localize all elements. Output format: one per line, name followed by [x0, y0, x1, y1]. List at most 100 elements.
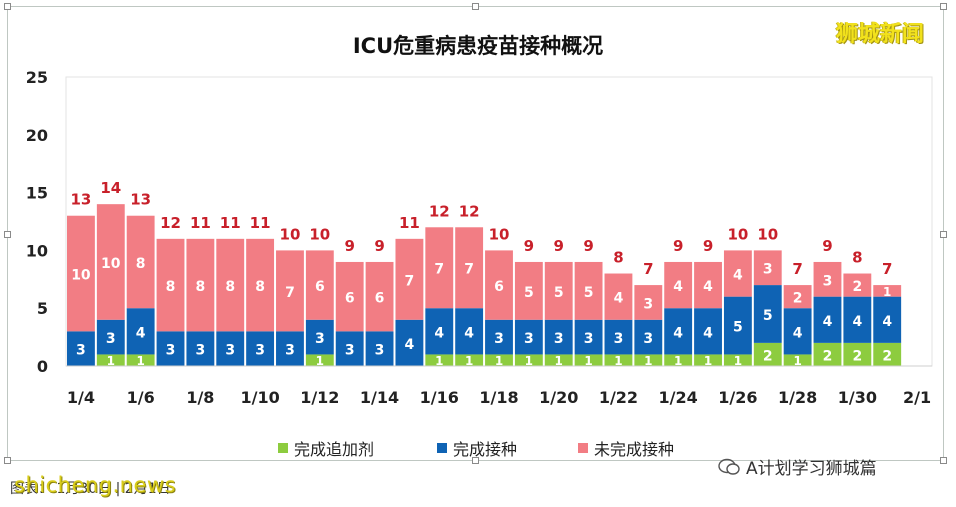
bar-segment-completed: [873, 296, 902, 343]
bar-value-label: 3: [584, 331, 594, 347]
bar-segment-completed: [246, 331, 275, 366]
resize-handle[interactable]: [940, 3, 947, 10]
bar-value-label: 8: [196, 279, 206, 295]
bar-total-label: 9: [374, 237, 384, 255]
x-tick-label: 1/6: [127, 388, 155, 407]
bar-segment-booster: [873, 342, 902, 366]
bar-segment-completed: [485, 319, 513, 355]
bar-value-label: 4: [464, 325, 474, 341]
bar-segment-booster: [455, 354, 484, 366]
brand-logo: 狮城新闻: [836, 22, 925, 47]
x-tick-label: 1/4: [67, 388, 95, 407]
bar-segment-completed: [425, 308, 454, 355]
bar-value-label: 10: [71, 268, 91, 284]
legend: 完成追加剂 完成接种 未完成接种: [0, 436, 956, 459]
resize-handle[interactable]: [4, 3, 11, 10]
resize-handle[interactable]: [940, 231, 947, 238]
bar-value-label: 4: [823, 314, 833, 330]
bar-total-label: 12: [429, 202, 450, 220]
bar-segment-booster: [574, 354, 603, 366]
bar-value-label: 3: [106, 331, 116, 347]
resize-handle[interactable]: [472, 457, 479, 464]
bar-segment-booster: [425, 354, 454, 366]
bar-segment-completed: [276, 331, 304, 366]
x-tick-label: 1/18: [479, 388, 518, 407]
bar-value-label: 5: [733, 320, 743, 336]
bar-segment-completed: [335, 331, 364, 366]
bar-total-label: 10: [757, 225, 778, 243]
bar-segment-not-completed: [634, 285, 663, 320]
bar-total-label: 9: [554, 237, 564, 255]
bar-total-label: 8: [852, 249, 862, 267]
bar-value-label: 7: [285, 285, 295, 301]
bar-total-label: 10: [280, 225, 301, 243]
bar-segment-completed: [813, 296, 842, 343]
bar-segment-not-completed: [783, 285, 812, 309]
x-tick-label: 1/10: [240, 388, 279, 407]
bar-segment-booster: [485, 354, 513, 366]
x-tick-label: 1/16: [420, 388, 459, 407]
bar-value-label: 1: [525, 354, 533, 368]
x-tick-label: 1/20: [539, 388, 578, 407]
bar-value-label: 4: [733, 268, 743, 284]
resize-handle[interactable]: [4, 457, 11, 464]
bar-total-label: 14: [100, 179, 121, 197]
bar-value-label: 4: [614, 291, 624, 307]
bar-value-label: 3: [315, 331, 325, 347]
bar-value-label: 8: [166, 279, 176, 295]
bar-value-label: 1: [495, 354, 503, 368]
bar-value-label: 1: [674, 354, 682, 368]
resize-handle[interactable]: [472, 3, 479, 10]
bar-value-label: 6: [375, 291, 385, 307]
bar-segment-completed: [723, 296, 752, 355]
bar-segment-not-completed: [365, 261, 394, 332]
bar-segment-completed: [186, 331, 215, 366]
bar-segment-completed: [574, 319, 603, 355]
y-tick-label: 0: [37, 357, 48, 376]
resize-handle[interactable]: [940, 457, 947, 464]
chart-title: ICU危重病患疫苗接种概况: [352, 34, 604, 58]
bar-segment-booster: [634, 354, 663, 366]
resize-handle[interactable]: [4, 231, 11, 238]
bar-segment-completed: [634, 319, 663, 355]
bar-value-label: 3: [614, 331, 624, 347]
x-tick-label: 1/30: [838, 388, 877, 407]
bar-segment-not-completed: [604, 273, 633, 320]
bar-segment-completed: [604, 319, 633, 355]
bar-value-label: 3: [255, 343, 265, 359]
bar-value-label: 2: [852, 348, 862, 364]
bar-value-label: 1: [136, 354, 144, 368]
bar-value-label: 5: [524, 285, 534, 301]
bar-value-label: 4: [673, 279, 683, 295]
bar-total-label: 8: [613, 249, 623, 267]
bar-value-label: 2: [823, 348, 833, 364]
bar-segment-completed: [514, 319, 543, 355]
bar-total-label: 11: [250, 214, 271, 232]
bar-value-label: 1: [107, 354, 115, 368]
bar-value-label: 7: [405, 273, 415, 289]
legend-label-booster: 完成追加剂: [294, 440, 375, 459]
bar-value-label: 2: [763, 348, 773, 364]
bar-segment-booster: [694, 354, 722, 366]
bar-segment-not-completed: [186, 238, 215, 332]
bar-segment-booster: [723, 354, 752, 366]
bar-value-label: 6: [345, 291, 355, 307]
bar-segment-completed: [843, 296, 872, 343]
wechat-watermark: A计划学习狮城篇: [718, 454, 877, 479]
bar-value-label: 3: [166, 343, 176, 359]
bar-segment-not-completed: [305, 250, 334, 320]
bar-segment-booster: [604, 354, 633, 366]
bar-segment-completed: [96, 319, 125, 355]
bar-value-label: 1: [614, 354, 622, 368]
bar-segment-not-completed: [723, 250, 752, 297]
x-tick-label: 1/24: [659, 388, 698, 407]
bar-value-label: 4: [673, 325, 683, 341]
bar-total-label: 11: [399, 214, 420, 232]
bar-value-label: 8: [225, 279, 235, 295]
bar-value-label: 3: [345, 343, 355, 359]
bar-value-label: 5: [554, 285, 564, 301]
bar-value-label: 1: [555, 354, 563, 368]
bar-segment-booster: [96, 354, 125, 366]
bar-total-label: 9: [344, 237, 354, 255]
bar-value-label: 1: [316, 354, 324, 368]
